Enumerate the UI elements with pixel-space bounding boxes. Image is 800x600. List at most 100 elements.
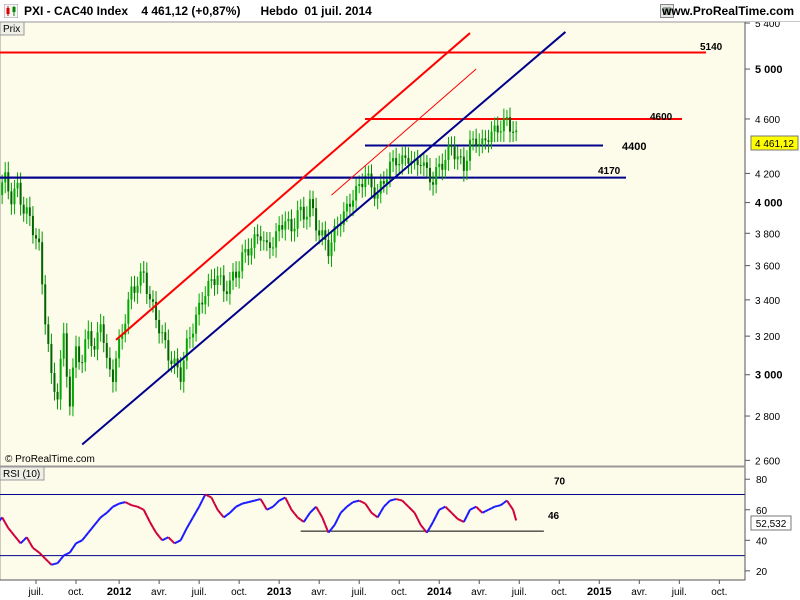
rsi-segment — [137, 505, 142, 510]
rsi-segment — [281, 496, 286, 500]
rsi-segment — [410, 509, 416, 514]
candle-body — [155, 301, 158, 321]
rsi-segment — [457, 518, 462, 522]
candle-body — [472, 138, 475, 140]
candle-body — [275, 231, 278, 248]
rsi-y-axis: 80 60 40 20 — [744, 467, 768, 580]
chart-title: PXI - CAC40 Index 4 461,12 (+0,87%) Hebd… — [24, 4, 372, 18]
rsi-segment — [275, 499, 280, 505]
rsi-segment — [121, 501, 126, 504]
candle-body — [509, 117, 512, 132]
candle-body — [468, 139, 471, 161]
level-label: 5140 — [700, 42, 723, 53]
candle-body — [65, 333, 68, 377]
candle-body — [25, 207, 28, 214]
x-tick-label: avr. — [151, 587, 167, 598]
candle-body — [290, 218, 293, 232]
rsi-segment — [167, 536, 173, 542]
candle-body — [90, 331, 93, 347]
x-tick-label: 2014 — [427, 586, 452, 598]
rsi-segment — [75, 540, 80, 545]
candle-body — [216, 275, 219, 285]
candle-body — [31, 215, 34, 236]
candle-body — [99, 324, 102, 333]
candle-body — [1, 182, 4, 196]
rsi-segment — [413, 512, 419, 520]
price-tick-label: 3 200 — [755, 332, 780, 343]
last-price-box — [750, 135, 799, 151]
rsi-segment — [185, 522, 191, 529]
rsi-segment — [509, 504, 514, 511]
rsi-segment — [112, 504, 117, 508]
candle-body — [435, 167, 438, 185]
candle-body — [78, 346, 81, 363]
rsi-segment — [241, 501, 246, 505]
level-label: 4400 — [622, 141, 646, 153]
rsi-support-label: 46 — [548, 511, 560, 522]
candle-body — [281, 225, 284, 230]
candle-body — [133, 286, 136, 293]
rsi-last-value: 52,532 — [750, 515, 792, 531]
x-tick-label: avr. — [471, 587, 487, 598]
candle-body — [127, 299, 130, 324]
trend-line — [115, 32, 471, 341]
rsi-segment — [484, 508, 489, 513]
rsi-segment — [10, 531, 16, 537]
candle-body — [284, 221, 287, 230]
candle-body — [13, 188, 16, 205]
candle-body — [121, 334, 124, 339]
candle-body — [179, 367, 182, 382]
rsi-segment — [145, 515, 151, 523]
price-tick-label: 3 400 — [755, 296, 780, 307]
candle-body — [428, 167, 431, 183]
candle-body — [219, 275, 222, 277]
candle-body — [96, 332, 99, 350]
rsi-segment — [81, 535, 87, 541]
candle-body — [259, 236, 262, 241]
candle-body — [475, 138, 478, 146]
x-tick-label: juil. — [671, 587, 687, 598]
candle-body — [108, 357, 111, 370]
rsi-segment — [174, 540, 179, 545]
rsi-segment — [259, 498, 265, 505]
site-url[interactable]: www.ProRealTime.com — [661, 4, 794, 18]
rsi-segment — [284, 497, 290, 505]
candle-body — [385, 179, 388, 184]
rsi-segment — [346, 503, 351, 508]
last-price-label: 4 461,12 — [755, 139, 794, 150]
rsi-segment — [56, 558, 62, 564]
rsi-segment — [472, 505, 477, 510]
trend-line — [81, 31, 567, 446]
rsi-segment — [226, 512, 231, 516]
rsi-segment — [392, 498, 397, 501]
rsi-segment — [370, 512, 376, 516]
candle-body — [16, 182, 19, 189]
candle-body — [318, 230, 321, 236]
candle-body — [22, 204, 25, 214]
candle-body — [213, 279, 216, 285]
rsi-segment — [494, 504, 498, 508]
candle-body — [293, 228, 296, 232]
price-panel — [0, 22, 746, 467]
rsi-panel — [0, 466, 746, 581]
price-panel-label: Prix — [3, 24, 20, 35]
candle-body — [244, 249, 247, 253]
x-tick-label: oct. — [551, 587, 567, 598]
candle-body — [62, 333, 65, 359]
rsi-segment — [164, 536, 169, 540]
rsi-segment — [235, 504, 240, 508]
rsi-segment — [170, 539, 176, 545]
candle-body — [124, 323, 127, 335]
rsi-segment — [318, 511, 324, 518]
rsi-segment — [219, 512, 225, 519]
candle-body — [118, 338, 121, 359]
window-buttons-icon[interactable] — [660, 4, 674, 18]
rsi-segment — [266, 507, 271, 511]
candle-body — [364, 175, 367, 188]
chart-area: 5140 4600 4400 4170 5 400 5 000 4 600 4 200 4 0… — [0, 22, 799, 598]
candle-body — [345, 203, 348, 212]
rsi-segment — [453, 515, 459, 520]
candle-body — [56, 391, 59, 400]
candle-body — [167, 340, 170, 361]
rsi-segment — [35, 549, 40, 554]
